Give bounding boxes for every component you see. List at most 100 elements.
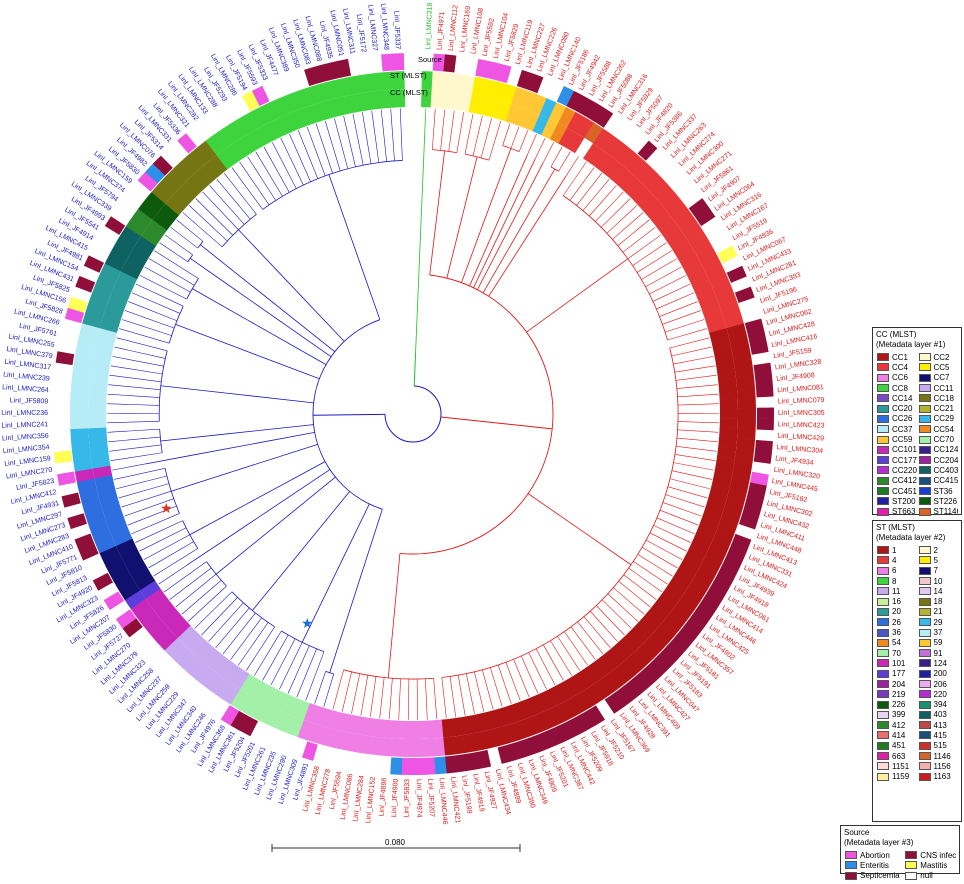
leaf-label: LinI_JF5207 (426, 778, 435, 817)
leaf-branch (136, 284, 183, 306)
legend-swatch (877, 670, 889, 678)
legend-swatch (919, 773, 931, 781)
legend-swatch (877, 639, 889, 647)
leaf-branch (675, 366, 715, 372)
legend-label: CC6 (892, 373, 908, 382)
legend-swatch (919, 659, 931, 667)
leaf-branch (361, 675, 368, 715)
root-branch (313, 414, 385, 415)
metadata-rings (54, 53, 774, 775)
leaf-label: LinI_LMNC152 (365, 776, 377, 823)
leaf-branch (511, 127, 519, 149)
legend-swatch (877, 659, 889, 667)
source-ring-cell (104, 591, 124, 610)
internal-branch (587, 259, 628, 288)
legend-item: 91 (919, 648, 959, 658)
legend-item: 20 (877, 607, 917, 617)
legend-label: Mastitis (920, 861, 947, 870)
source-ring-cell (756, 385, 774, 397)
cc-ring-cell (403, 721, 413, 739)
st-ring-cell (738, 397, 756, 408)
leaf-branch (613, 588, 644, 615)
legend-swatch (919, 477, 931, 485)
leaf-label: LinI_LMNC112 (448, 5, 460, 52)
internal-branch (526, 288, 587, 332)
legend-item: CC11 (919, 383, 959, 393)
leaf-branch (132, 293, 180, 314)
root-arc (385, 386, 441, 442)
legend-swatch (919, 508, 931, 516)
leaf-branch (677, 394, 718, 397)
legend-item: Enteritis (845, 860, 903, 870)
legend-item: 16 (877, 596, 917, 606)
internal-branch (224, 425, 313, 435)
legend-item: CC54 (919, 424, 959, 434)
leaf-label: LinI_JF4908 (776, 372, 815, 383)
leaf-branch (646, 540, 682, 559)
leaf-branch (119, 329, 169, 344)
legend-label: 4 (892, 556, 896, 565)
legend-label: 18 (934, 597, 943, 606)
internal-branch (465, 157, 477, 206)
legend-label: CC20 (892, 404, 912, 413)
legend-swatch (919, 374, 931, 382)
legend-item: 1151 (877, 761, 917, 771)
leaf-label: LinI_LMNC081 (777, 384, 824, 394)
legend-swatch (877, 711, 889, 719)
legend-swatch (919, 487, 931, 495)
source-ring-cell (75, 276, 95, 293)
leaf-branch (670, 338, 710, 348)
leaf-branch (457, 112, 464, 152)
leaf-branch (676, 375, 717, 380)
legend-swatch (877, 415, 889, 423)
legend-swatch (919, 436, 931, 444)
leaf-label: LinI_LMNC305 (778, 410, 825, 417)
source-ring-cell (57, 472, 76, 486)
leaf-branch (678, 422, 719, 423)
cc-ring-cell (719, 388, 738, 399)
source-ring-cell (401, 758, 413, 775)
leaf-branch (676, 446, 717, 451)
legend-swatch (919, 762, 931, 770)
legend-swatch (877, 466, 889, 474)
leaf-branch (271, 639, 295, 685)
cc-ring-cell (88, 427, 107, 438)
leaf-branch (601, 199, 630, 228)
leaf-branch (171, 227, 198, 248)
legend-st-title-line1: ST (MLST) (876, 523, 958, 533)
leaf-branch (289, 134, 310, 182)
leaf-branch (351, 674, 359, 714)
internal-branch (329, 175, 350, 235)
leaf-branch (668, 329, 707, 340)
st-ring-cell (413, 739, 424, 757)
internal-branch (200, 245, 233, 271)
leaf-branch (481, 118, 492, 158)
legend-swatch (919, 680, 931, 688)
source-ring-cell (392, 53, 404, 70)
legend-st-title: ST (MLST) (Metadata layer #2) (873, 521, 961, 545)
leaf-branch (154, 251, 198, 279)
source-ring-cell (381, 54, 393, 72)
legend-label: CC4 (892, 363, 908, 372)
legend-item: CC1 (877, 352, 917, 362)
legend-item: 177 (877, 669, 917, 679)
st-ring-cell (736, 376, 755, 388)
legend-label: CC14 (892, 394, 912, 403)
legend-item: 394 (919, 699, 959, 709)
legend-source-title-line1: Source (844, 828, 956, 838)
leaf-branch (589, 185, 616, 216)
leaf-label: LinI_JF4934 (775, 455, 814, 467)
leaf-label: LinI_JF5199 (460, 775, 472, 814)
legend-swatch (877, 477, 889, 485)
leaf-branch (596, 606, 624, 636)
legend-swatch (919, 587, 931, 595)
legend-swatch (919, 497, 931, 505)
leaf-branch (108, 394, 160, 397)
legend-item: CC21 (919, 403, 959, 413)
leaf-label: LinI_JF5833 (404, 779, 412, 818)
leaf-label: LinI_LMNC356 (2, 433, 49, 443)
legend-swatch (877, 577, 889, 585)
legend-item: 415 (919, 730, 959, 740)
legend-swatch (877, 701, 889, 709)
leaf-branch (623, 227, 655, 252)
